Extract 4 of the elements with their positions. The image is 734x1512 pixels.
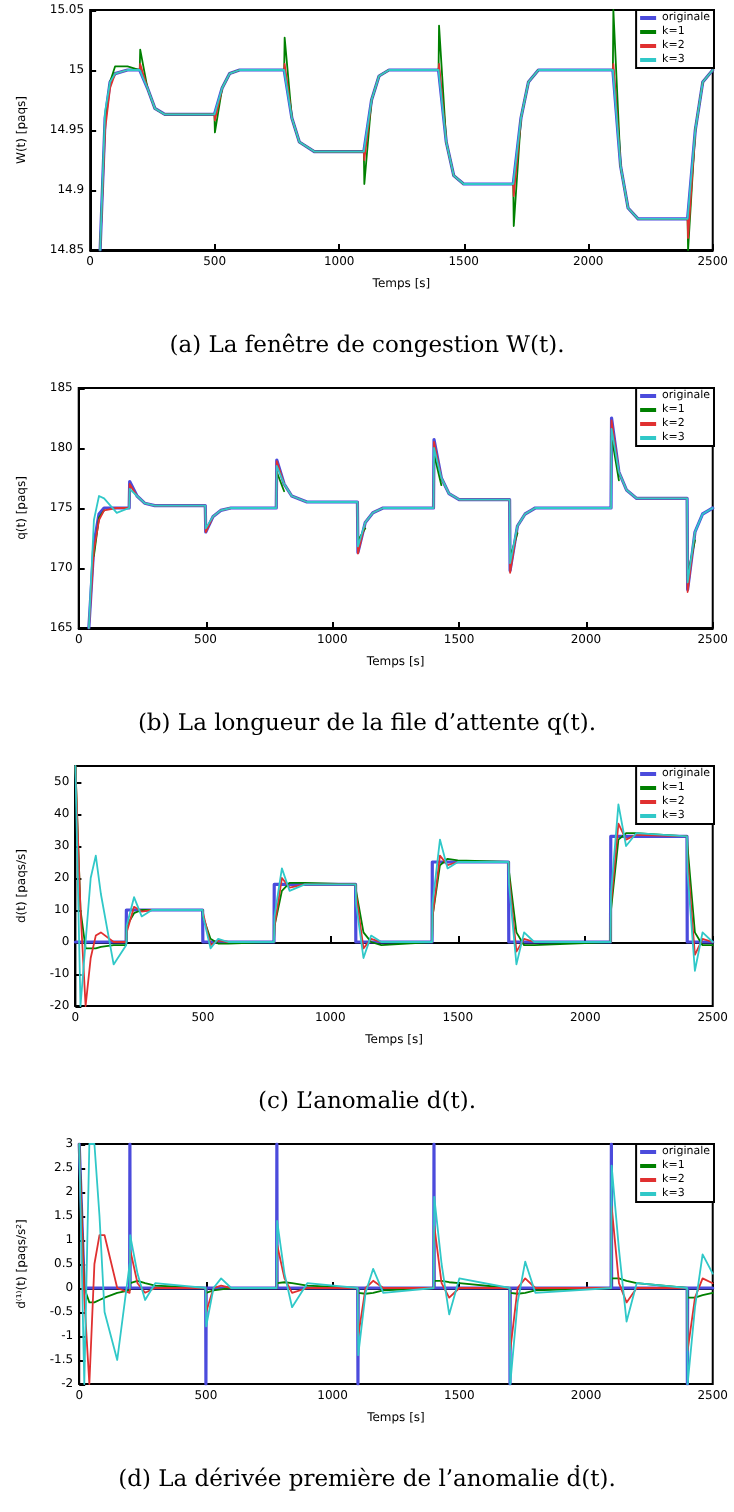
text: (d) La dérivée première de l’anomalie ḋ(t). — [118, 1464, 616, 1492]
text: (b) La longueur de la file d’attente q(t). — [137, 708, 597, 736]
text: (c) L’anomalie d(t). — [258, 1086, 476, 1114]
text: (a) La fenêtre de congestion W(t). — [169, 330, 565, 358]
